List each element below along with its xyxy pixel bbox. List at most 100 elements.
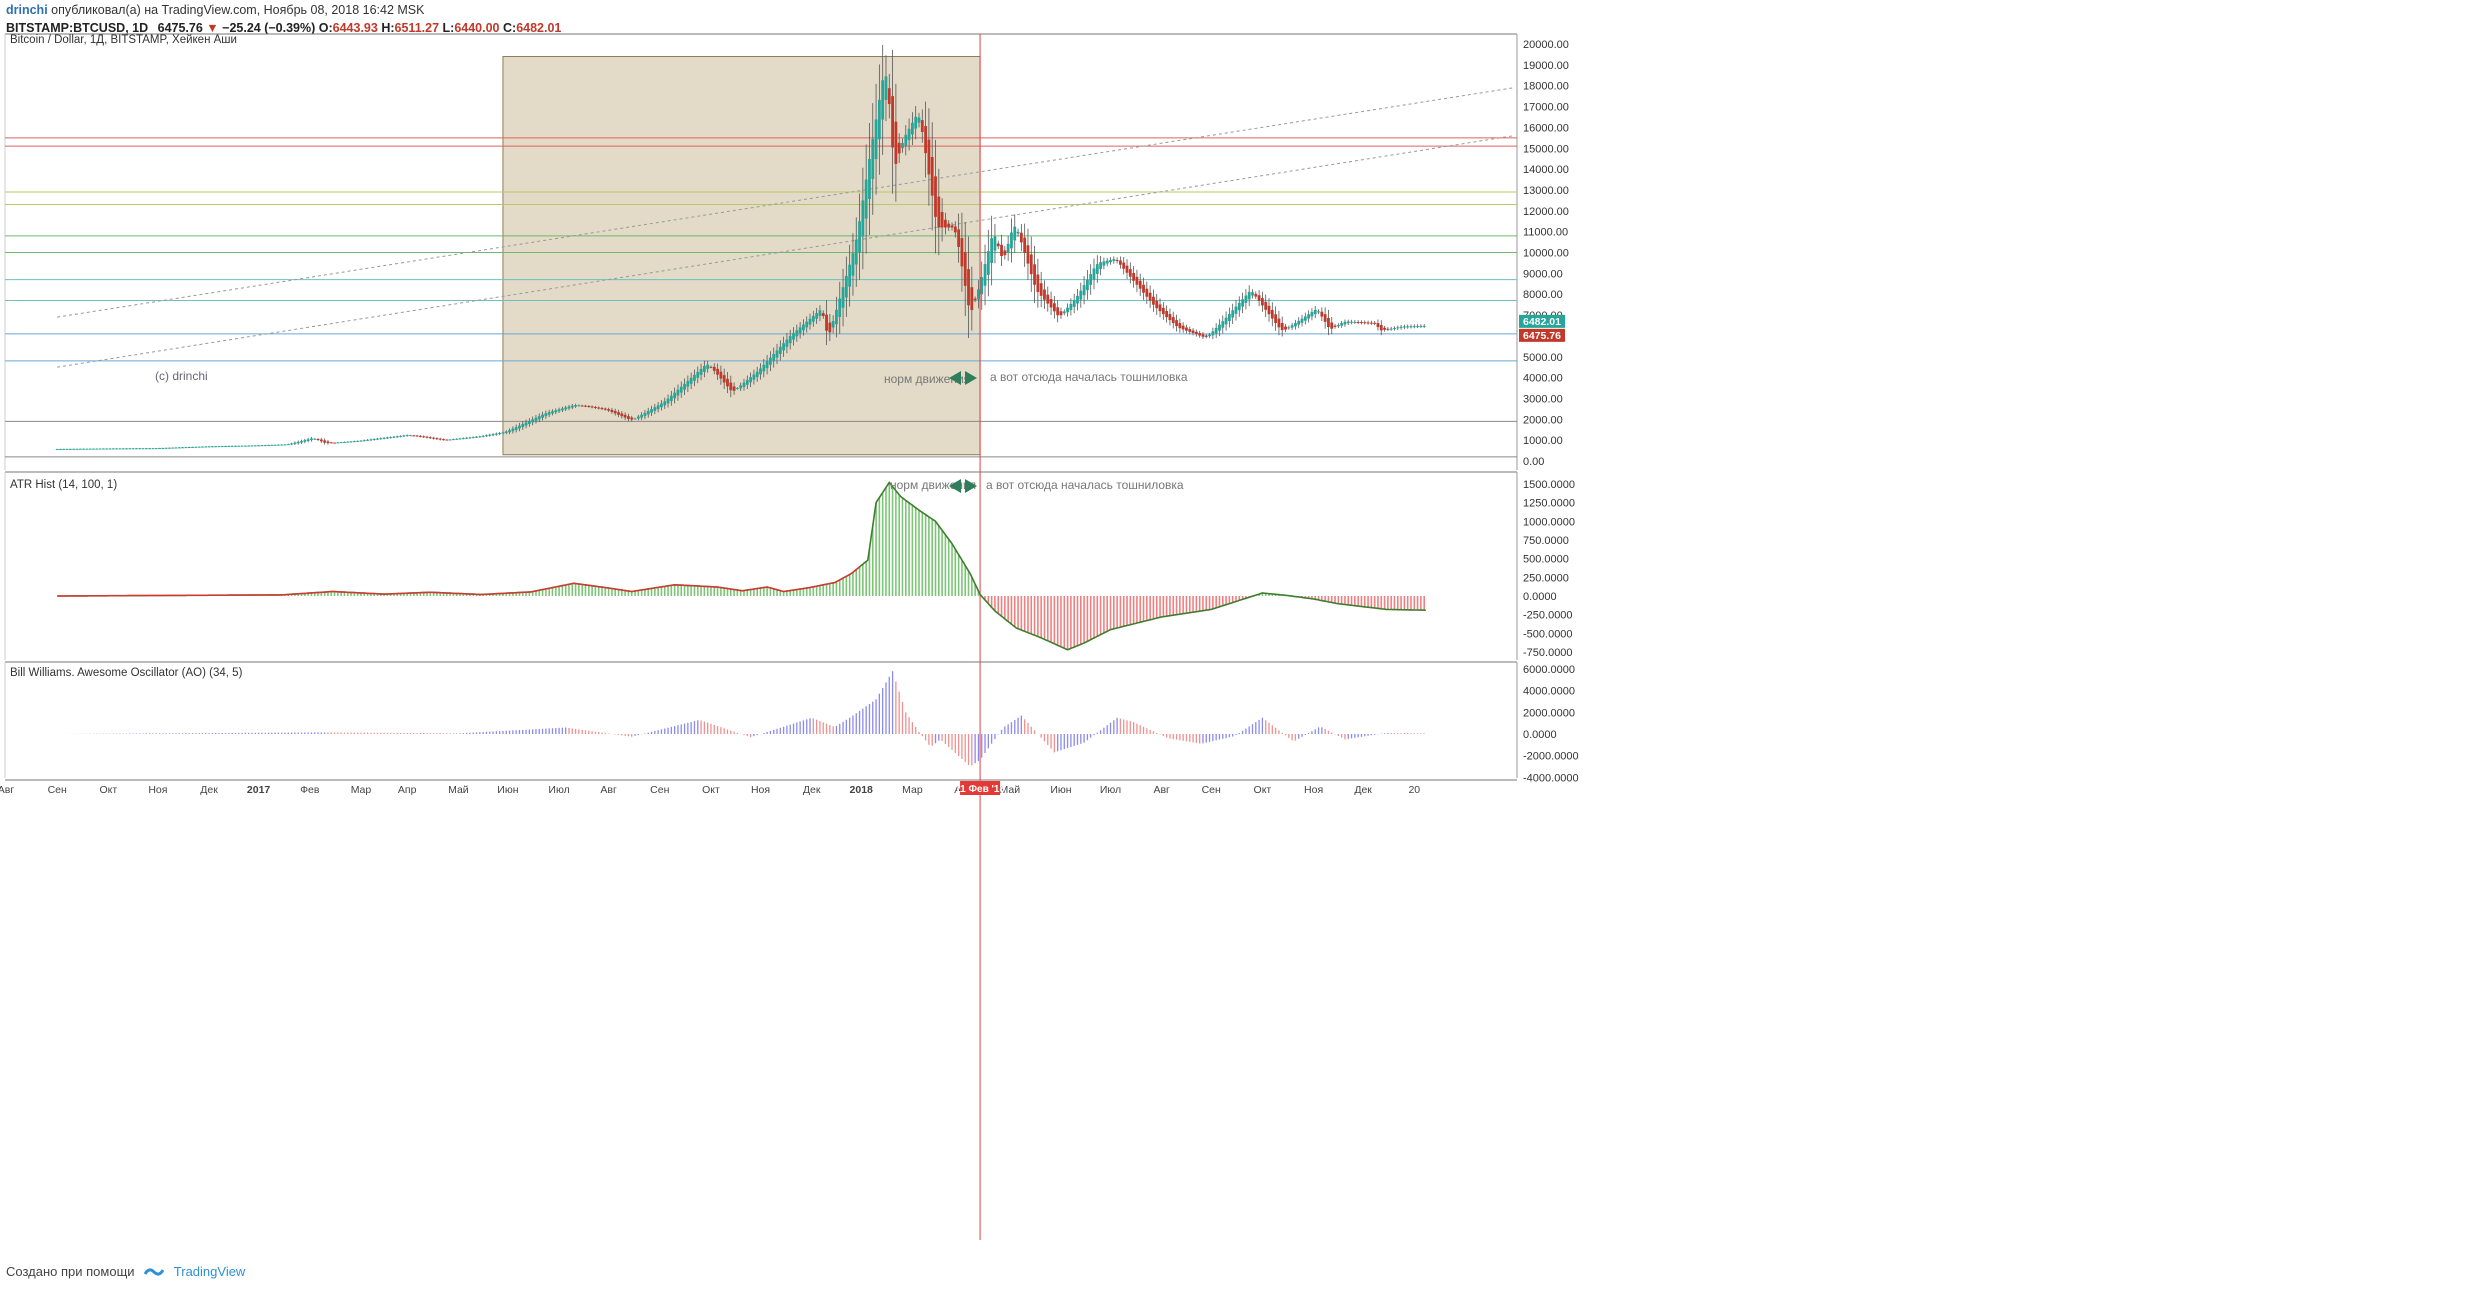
candle xyxy=(445,439,449,441)
candle xyxy=(257,445,261,447)
candle xyxy=(59,448,62,450)
candle xyxy=(1393,328,1396,330)
candle xyxy=(224,446,227,448)
candle xyxy=(808,318,812,325)
candle xyxy=(950,225,954,228)
candle xyxy=(1290,325,1294,328)
price-label: 6482.01 xyxy=(1523,316,1561,328)
candle xyxy=(1294,322,1297,327)
candle xyxy=(461,438,465,440)
low-label: L: xyxy=(442,21,455,35)
x-month-label: Июн xyxy=(1050,784,1071,796)
annotation-norm: норм движения xyxy=(884,372,970,386)
candle xyxy=(418,435,422,437)
candle xyxy=(990,238,994,263)
atr-annotation-norm: норм движения xyxy=(890,478,976,492)
candle xyxy=(171,447,175,449)
candle xyxy=(471,437,475,439)
candle xyxy=(55,448,59,450)
candle xyxy=(600,408,604,410)
y-tick-label: 19000.00 xyxy=(1523,60,1569,72)
left-arrow-icon xyxy=(949,479,961,493)
ao-pane: Bill Williams. Awesome Oscillator (AO) (… xyxy=(10,664,1579,784)
author-link[interactable]: drinchi xyxy=(6,3,48,17)
candle xyxy=(369,439,373,441)
candle xyxy=(1000,244,1003,256)
candle xyxy=(1270,309,1274,319)
candle xyxy=(541,414,544,418)
candle xyxy=(669,395,673,401)
candle xyxy=(511,428,515,432)
x-month-label: Окт xyxy=(100,784,118,796)
candle xyxy=(234,445,237,447)
candle xyxy=(379,438,383,440)
x-month-label: Авг xyxy=(600,784,617,796)
price-change: −25.24 (−0.39%) xyxy=(222,21,316,35)
candle xyxy=(1188,329,1192,332)
candle xyxy=(1399,326,1403,328)
candle xyxy=(316,439,320,441)
y-tick-label: 250.0000 xyxy=(1523,572,1569,584)
candle xyxy=(1023,237,1027,253)
candle xyxy=(1297,320,1301,325)
y-tick-label: 16000.00 xyxy=(1523,122,1569,134)
candle xyxy=(1330,322,1334,329)
tradingview-link[interactable]: TradingView xyxy=(173,1264,246,1279)
x-month-label: Ноя xyxy=(148,784,167,796)
candle xyxy=(1043,289,1046,300)
candle xyxy=(957,229,961,247)
atr-line xyxy=(57,481,1426,651)
candle xyxy=(1095,264,1099,274)
candle xyxy=(742,382,746,387)
candle xyxy=(815,313,819,319)
y-tick-label: -2000.0000 xyxy=(1523,751,1579,763)
candle xyxy=(907,128,911,141)
candle xyxy=(128,448,132,450)
candle xyxy=(577,405,581,407)
candle xyxy=(518,425,521,429)
y-tick-label: 6000.0000 xyxy=(1523,664,1575,676)
candle xyxy=(1109,259,1112,263)
candle xyxy=(610,409,614,413)
candle xyxy=(1402,326,1406,328)
footer: Создано при помощи TradingView xyxy=(6,1264,245,1279)
y-tick-label: 3000.00 xyxy=(1523,393,1563,405)
candle xyxy=(1016,231,1020,234)
candle xyxy=(498,432,502,435)
x-month-label: Ноя xyxy=(1304,784,1323,796)
candle xyxy=(329,442,333,444)
candle xyxy=(901,143,904,149)
candle xyxy=(1013,226,1017,241)
candle xyxy=(613,410,617,414)
candle xyxy=(973,298,977,301)
candle xyxy=(151,448,155,450)
candle xyxy=(983,264,987,286)
copyright-note: (c) drinchi xyxy=(155,369,208,383)
candle xyxy=(1340,323,1344,326)
close-label: C: xyxy=(503,21,517,35)
atr-title: ATR Hist (14, 100, 1) xyxy=(10,479,117,491)
candle xyxy=(1300,318,1304,323)
candle xyxy=(844,275,848,298)
candle xyxy=(1198,333,1202,336)
candle xyxy=(732,386,736,391)
candle xyxy=(1178,323,1182,329)
candle xyxy=(478,436,482,438)
candle xyxy=(187,447,191,449)
candle xyxy=(465,437,469,439)
high-label: H: xyxy=(381,21,395,35)
candle xyxy=(953,226,957,233)
candle xyxy=(1346,321,1350,324)
candle xyxy=(1327,317,1330,328)
candle xyxy=(389,437,393,439)
candle xyxy=(620,413,624,417)
candle xyxy=(237,445,241,447)
candle xyxy=(825,314,828,331)
candle xyxy=(1379,325,1383,331)
candle xyxy=(290,443,294,445)
last-price: 6475.76 xyxy=(157,21,203,35)
candle xyxy=(623,414,627,418)
candle xyxy=(356,440,360,442)
x-month-label: Дек xyxy=(200,784,218,796)
